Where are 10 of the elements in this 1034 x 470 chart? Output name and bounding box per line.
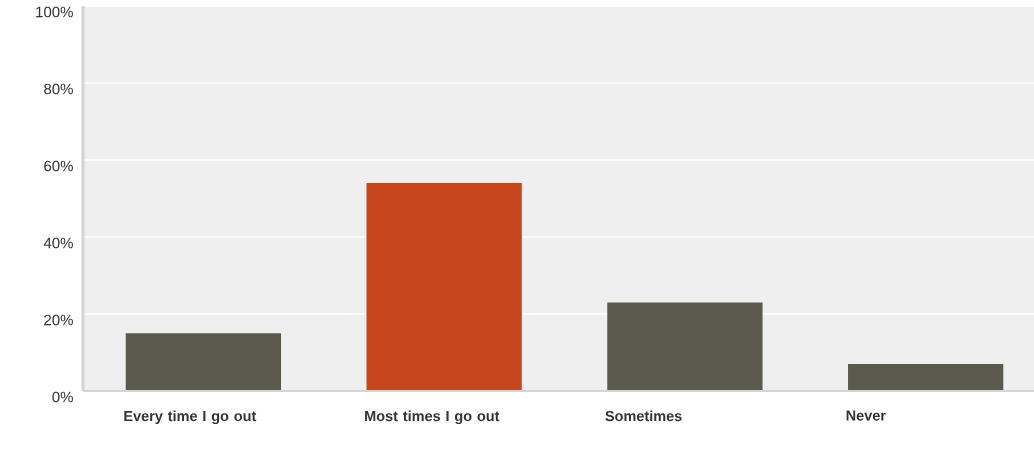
x-tick-label: Sometimes: [605, 410, 682, 422]
y-tick-label: 100%: [36, 6, 73, 18]
y-tick-label: 20%: [44, 314, 73, 326]
y-tick-label: 0%: [52, 391, 73, 403]
x-tick-label: Every time I go out: [124, 410, 257, 425]
y-tick-label: 60%: [44, 160, 73, 172]
x-tick-label: Most times I go out: [365, 410, 500, 425]
y-tick-label: 40%: [43, 237, 73, 249]
y-tick-label: 80%: [44, 83, 73, 95]
x-tick-label: Never: [846, 410, 886, 421]
